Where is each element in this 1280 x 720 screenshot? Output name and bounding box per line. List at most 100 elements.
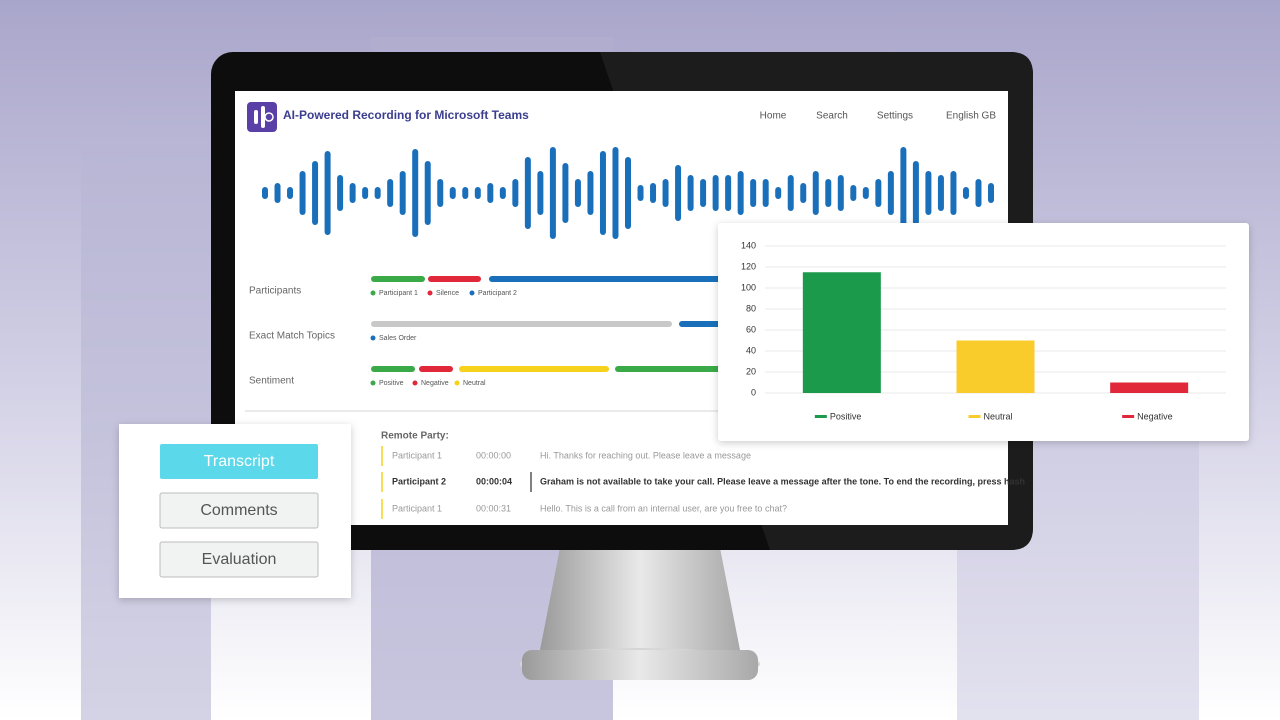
timeline-label: Participants bbox=[249, 286, 301, 297]
message: Hi. Thanks for reaching out. Please leav… bbox=[540, 450, 751, 460]
wave-bar bbox=[762, 179, 769, 207]
legend-label: Positive bbox=[379, 380, 404, 387]
bar bbox=[1110, 382, 1189, 393]
wave-bar bbox=[549, 147, 556, 239]
wave-bar bbox=[975, 179, 982, 207]
timelines: Participants Participant 1 Silence Particip… bbox=[249, 276, 730, 387]
wave-bar bbox=[800, 183, 807, 203]
timestamp: 00:00:00 bbox=[476, 450, 511, 460]
wave-bar bbox=[725, 175, 732, 211]
nav-link[interactable]: Home bbox=[760, 111, 787, 122]
tabs: Transcript Comments Evaluation bbox=[159, 444, 319, 578]
legend-dot bbox=[427, 290, 433, 296]
wave-bar bbox=[462, 187, 469, 199]
wave-bar bbox=[337, 175, 344, 211]
wave-bar bbox=[262, 187, 268, 199]
wave-bar bbox=[650, 183, 657, 203]
wave-bar bbox=[925, 171, 932, 215]
legend-label: Silence bbox=[436, 290, 459, 297]
wave-bar bbox=[687, 175, 694, 211]
legend-dot bbox=[370, 380, 376, 386]
y-tick-label: 0 bbox=[751, 387, 756, 397]
wave-bar bbox=[837, 175, 844, 211]
tab-button[interactable] bbox=[159, 541, 319, 578]
monitor-base bbox=[522, 650, 758, 680]
wave-bar bbox=[912, 161, 919, 225]
legend-label: Negative bbox=[1137, 411, 1173, 421]
legend-label: Participant 2 bbox=[478, 290, 517, 297]
transcript: Participant 1 00:00:00 Hi. Thanks for reac… bbox=[381, 446, 1025, 519]
wave-bar bbox=[637, 185, 644, 201]
logo-glyph bbox=[264, 112, 274, 122]
wave-bar bbox=[775, 187, 782, 199]
bar bbox=[956, 340, 1035, 393]
wave-bar bbox=[737, 171, 744, 215]
wave-bar bbox=[662, 179, 669, 207]
wave-bar bbox=[900, 147, 907, 239]
logo-glyph bbox=[261, 106, 265, 128]
timeline-segment bbox=[419, 366, 453, 372]
wave-bar bbox=[312, 161, 319, 225]
wave-bar bbox=[712, 175, 719, 211]
message: Graham is not available to take your cal… bbox=[540, 476, 1025, 486]
chart: 0 20 40 60 80 100 120 140 Positive Neutral Negativ… bbox=[741, 240, 1226, 421]
timestamp: 00:00:04 bbox=[476, 476, 512, 486]
y-tick-label: 140 bbox=[741, 240, 756, 250]
nav-link[interactable]: Search bbox=[816, 111, 848, 122]
legend-swatch bbox=[968, 415, 981, 418]
legend-swatch bbox=[814, 415, 827, 418]
wave-bar bbox=[512, 179, 519, 207]
wave-bar bbox=[324, 151, 331, 235]
legend-label: Negative bbox=[421, 380, 449, 387]
wave-bar bbox=[449, 187, 456, 199]
tab-label[interactable]: Comments bbox=[200, 502, 277, 519]
wave-bar bbox=[787, 175, 794, 211]
wave-bar bbox=[887, 171, 894, 215]
legend-dot bbox=[370, 290, 376, 296]
timeline-label: Sentiment bbox=[249, 376, 294, 387]
nav-link[interactable]: Settings bbox=[877, 111, 913, 122]
wave-bar bbox=[362, 187, 369, 199]
tab-button[interactable] bbox=[160, 444, 318, 479]
wave-bar bbox=[474, 187, 481, 199]
wave-bar bbox=[700, 179, 707, 207]
wave-bar bbox=[487, 183, 494, 203]
tab-label[interactable]: Evaluation bbox=[202, 551, 277, 568]
wave-bar bbox=[399, 171, 406, 215]
timeline-segment bbox=[459, 366, 609, 372]
wave-bar bbox=[875, 179, 882, 207]
wave-bar bbox=[599, 151, 606, 235]
wave-bar bbox=[675, 165, 682, 221]
legend-dot bbox=[454, 380, 460, 386]
wave-bar bbox=[499, 187, 506, 199]
wave-bar bbox=[750, 179, 757, 207]
wave-bar bbox=[412, 149, 419, 237]
wave-bar bbox=[387, 179, 394, 207]
wave-bar bbox=[562, 163, 569, 223]
speaker: Participant 2 bbox=[392, 476, 446, 486]
waveform bbox=[262, 147, 994, 239]
tab-button[interactable] bbox=[159, 492, 319, 529]
bar bbox=[802, 272, 881, 393]
y-tick-label: 40 bbox=[746, 345, 756, 355]
nav-link[interactable]: English GB bbox=[946, 111, 996, 122]
wave-bar bbox=[825, 179, 832, 207]
legend-label: Neutral bbox=[984, 411, 1013, 421]
tab-label[interactable]: Transcript bbox=[204, 453, 275, 470]
y-tick-label: 60 bbox=[746, 324, 756, 334]
legend-swatch bbox=[1122, 415, 1135, 418]
message: Hello. This is a call from an internal u… bbox=[540, 503, 787, 513]
legend-dot bbox=[412, 380, 418, 386]
y-tick-label: 120 bbox=[741, 261, 756, 271]
wave-bar bbox=[424, 161, 431, 225]
speaker: Participant 1 bbox=[392, 503, 442, 513]
wave-bar bbox=[524, 157, 531, 229]
y-tick-label: 80 bbox=[746, 303, 756, 313]
wave-bar bbox=[349, 183, 356, 203]
monitor-stand bbox=[540, 548, 740, 650]
wave-bar bbox=[574, 179, 581, 207]
wave-bar bbox=[299, 171, 306, 215]
transcript-heading: Remote Party: bbox=[381, 431, 449, 442]
